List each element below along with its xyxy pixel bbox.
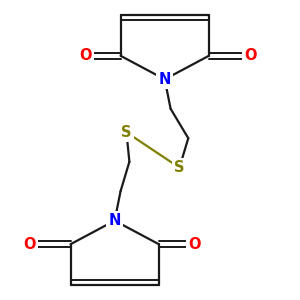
Text: N: N [158,72,171,87]
Text: O: O [23,237,35,252]
Text: S: S [174,160,185,175]
Text: O: O [79,48,92,63]
Text: N: N [109,213,121,228]
Text: O: O [244,48,256,63]
Text: S: S [121,125,132,140]
Text: O: O [188,237,200,252]
